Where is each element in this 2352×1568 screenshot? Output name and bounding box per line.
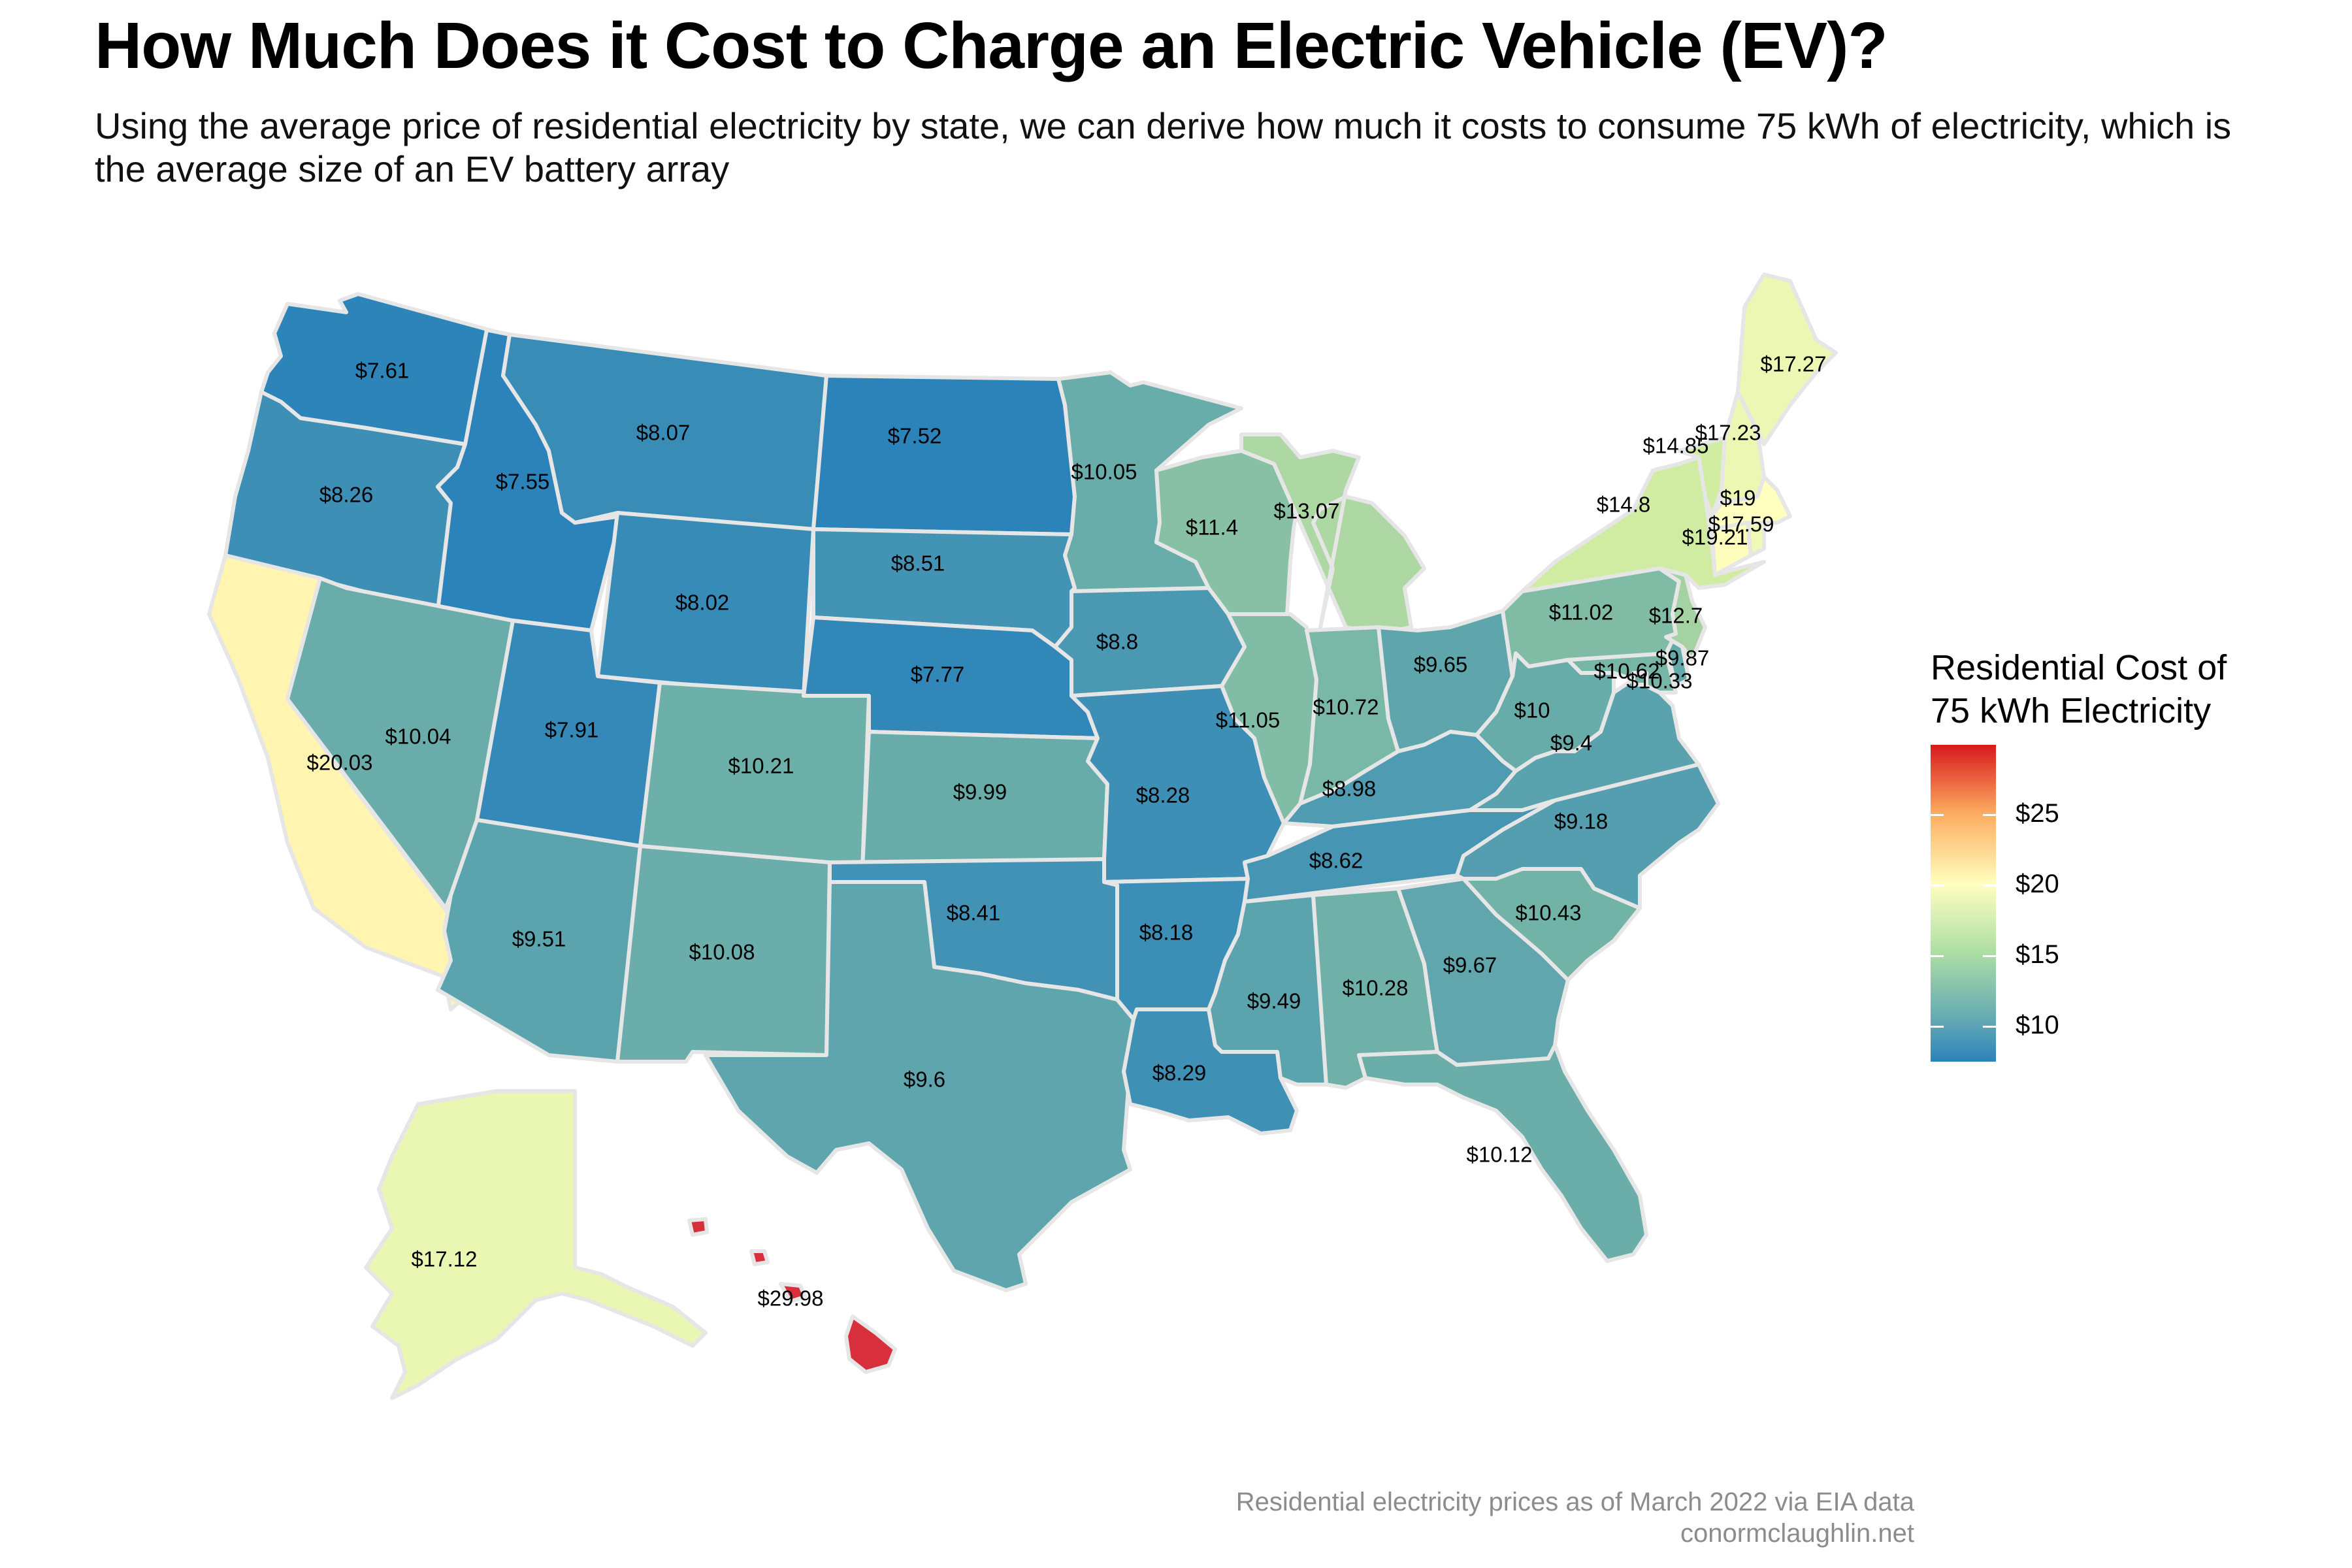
state-rhode-island (1746, 521, 1766, 557)
label-massachusetts: $19 (1720, 486, 1756, 510)
state-hawaii (844, 1315, 897, 1374)
label-nevada: $10.04 (385, 725, 451, 749)
label-iowa: $8.8 (1096, 630, 1138, 654)
label-tennessee: $8.62 (1309, 849, 1364, 873)
label-vermont: $14.85 (1643, 434, 1709, 458)
caption: Residential electricity prices as of Mar… (1236, 1486, 1914, 1549)
state-hawaii-maui (779, 1282, 807, 1303)
label-pennsylvania: $11.02 (1549, 600, 1613, 625)
legend-tick-label: $20 (2016, 870, 2059, 898)
label-ohio: $9.65 (1414, 653, 1468, 677)
label-new-york: $14.8 (1597, 493, 1651, 517)
label-michigan: $13.07 (1274, 499, 1340, 523)
label-florida: $10.12 (1467, 1143, 1533, 1167)
label-north-dakota: $7.52 (888, 424, 942, 448)
state-new-jersey (1658, 566, 1707, 662)
label-oklahoma: $8.41 (947, 901, 1001, 925)
label-alaska: $17.12 (412, 1247, 478, 1271)
label-wyoming: $8.02 (676, 591, 730, 615)
legend-tick-label: $25 (2016, 799, 2059, 828)
label-idaho: $7.55 (496, 470, 550, 494)
legend-ticks: $10 $15 $20 $25 (1931, 799, 2059, 1039)
label-washington: $7.61 (355, 359, 410, 383)
legend-title-line1: Residential Cost of (1931, 648, 2227, 687)
state-district-of-columbia (1631, 671, 1648, 687)
label-connecticut: $19.21 (1682, 525, 1748, 549)
label-kansas: $9.99 (953, 780, 1007, 804)
label-maine: $17.27 (1761, 352, 1827, 376)
label-delaware: $9.87 (1656, 646, 1710, 670)
label-virginia: $9.4 (1550, 731, 1592, 755)
state-iowa (1053, 586, 1247, 698)
label-west-virginia: $10 (1514, 698, 1550, 723)
label-alabama: $10.28 (1343, 976, 1409, 1000)
legend-tick-label: $10 (2016, 1011, 2059, 1039)
chart-title: How Much Does it Cost to Charge an Elect… (95, 9, 1888, 82)
state-hawaii-kauai (687, 1217, 709, 1237)
legend-title-line2: 75 kWh Electricity (1931, 691, 2211, 730)
label-kentucky: $8.98 (1322, 777, 1377, 801)
caption-source: Residential electricity prices as of Mar… (1235, 1488, 1914, 1516)
label-mississippi: $9.49 (1247, 989, 1301, 1013)
state-alaska (364, 1089, 708, 1400)
label-arizona: $9.51 (512, 927, 566, 951)
label-maryland: $10.62 (1594, 659, 1660, 683)
color-legend: Residential Cost of 75 kWh Electricity $… (1931, 648, 2227, 1062)
state-value-labels: $7.61 $8.26 $20.03 $7.55 $10.04 $8.07 $8… (307, 352, 1827, 1311)
label-rhode-island: $17.59 (1708, 512, 1774, 536)
state-maine (1736, 272, 1838, 446)
chart-subtitle: Using the average price of residential e… (95, 105, 2232, 189)
state-florida (1357, 1043, 1648, 1263)
label-north-carolina: $9.18 (1554, 809, 1609, 834)
label-hawaii: $29.98 (758, 1286, 824, 1311)
legend-colorbar (1931, 745, 1996, 1062)
label-california: $20.03 (307, 751, 373, 775)
label-missouri: $8.28 (1136, 783, 1190, 808)
label-wisconsin: $11.4 (1186, 515, 1238, 540)
caption-site: conormclaughlin.net (1680, 1519, 1914, 1548)
label-utah: $7.91 (545, 718, 599, 742)
label-new-mexico: $10.08 (689, 940, 755, 964)
label-nebraska: $7.77 (911, 662, 965, 687)
label-louisiana: $8.29 (1152, 1061, 1207, 1085)
label-colorado: $10.21 (728, 754, 794, 778)
state-hawaii-oahu (749, 1249, 770, 1266)
state-shapes (207, 272, 1838, 1400)
state-north-dakota (811, 374, 1077, 536)
label-oregon: $8.26 (319, 483, 374, 507)
label-south-dakota: $8.51 (891, 551, 945, 576)
label-texas: $9.6 (904, 1068, 945, 1092)
label-illinois: $11.05 (1216, 708, 1280, 732)
label-arkansas: $8.18 (1139, 921, 1194, 945)
label-minnesota: $10.05 (1071, 460, 1137, 484)
label-montana: $8.07 (636, 421, 691, 445)
label-district-of-columbia: $10.33 (1627, 669, 1693, 693)
label-south-carolina: $10.43 (1516, 901, 1582, 925)
state-texas (704, 880, 1135, 1292)
state-north-carolina (1455, 762, 1720, 910)
label-new-jersey: $12.7 (1649, 604, 1703, 628)
label-indiana: $10.72 (1313, 695, 1379, 719)
label-georgia: $9.67 (1443, 953, 1497, 977)
label-new-hampshire: $17.23 (1695, 421, 1761, 445)
legend-tick-label: $15 (2016, 940, 2059, 969)
